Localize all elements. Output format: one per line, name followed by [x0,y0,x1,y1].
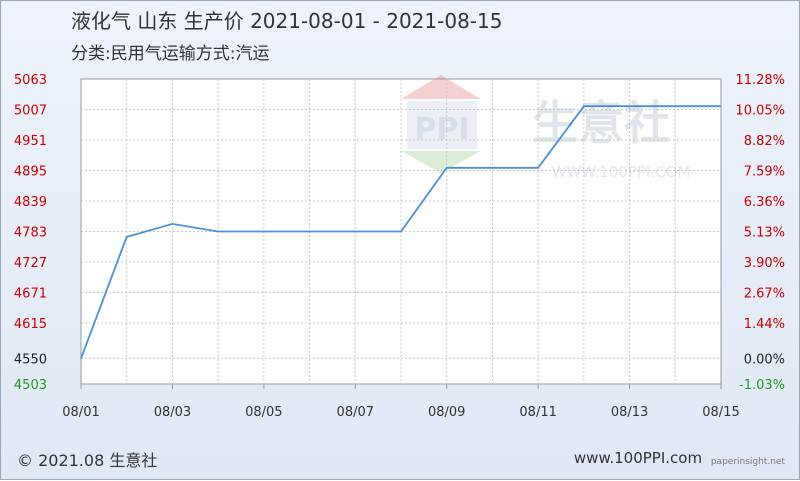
watermark-logo-text: PPI [414,112,469,147]
right-tick-label: 8.82% [744,134,785,149]
x-tick-label: 08/01 [62,405,99,420]
right-tick-label: 3.90% [744,256,785,271]
footer-copyright: © 2021.08 生意社 [17,447,157,471]
right-tick-label: 2.67% [744,287,785,302]
right-tick-label: 0.00% [744,352,785,367]
left-tick-label: 4615 [14,317,47,332]
left-tick-label: 4951 [14,134,47,149]
left-tick-label: 4839 [14,195,47,210]
left-tick-label: 5007 [14,104,47,119]
left-tick-label: 4895 [14,165,47,180]
x-tick-label: 08/03 [154,405,191,420]
right-tick-label: 1.44% [744,317,785,332]
left-tick-label: 4550 [14,352,47,367]
left-tick-label: 4503 [14,378,47,393]
footer-badge: paperinsight.net [711,457,785,467]
left-axis-ticks: 5063 5007 4951 4895 4839 4783 4727 4671 4615 4550… [14,73,47,393]
watermark-brand: 生意社 [532,96,670,150]
x-tick-label: 08/09 [428,405,465,420]
right-tick-label: 11.28% [735,73,785,88]
left-tick-label: 4727 [14,256,47,271]
x-tick-label: 08/07 [337,405,374,420]
right-tick-label: 5.13% [744,226,785,241]
watermark-url: WWW.100PPI.COM [552,163,691,181]
right-axis-ticks: 11.28% 10.05% 8.82% 7.59% 6.36% 5.13% 3.90% 2.6… [735,73,785,393]
footer-site-area: www.100PPI.com paperinsight.net [574,449,785,467]
left-tick-label: 4783 [14,226,47,241]
left-tick-label: 4671 [14,287,47,302]
footer-site-link[interactable]: www.100PPI.com [574,449,702,467]
right-tick-label: 10.05% [735,104,785,119]
x-tick-label: 08/13 [611,405,648,420]
x-tick-label: 08/05 [245,405,282,420]
left-tick-label: 5063 [14,73,47,88]
right-tick-label: -1.03% [739,378,785,393]
x-tick-label: 08/15 [702,405,739,420]
right-tick-label: 7.59% [744,165,785,180]
x-axis-ticks: 08/01 08/03 08/05 08/07 08/09 08/11 08/13 08/15 [62,384,739,420]
x-tick-label: 08/11 [519,405,556,420]
right-tick-label: 6.36% [744,195,785,210]
